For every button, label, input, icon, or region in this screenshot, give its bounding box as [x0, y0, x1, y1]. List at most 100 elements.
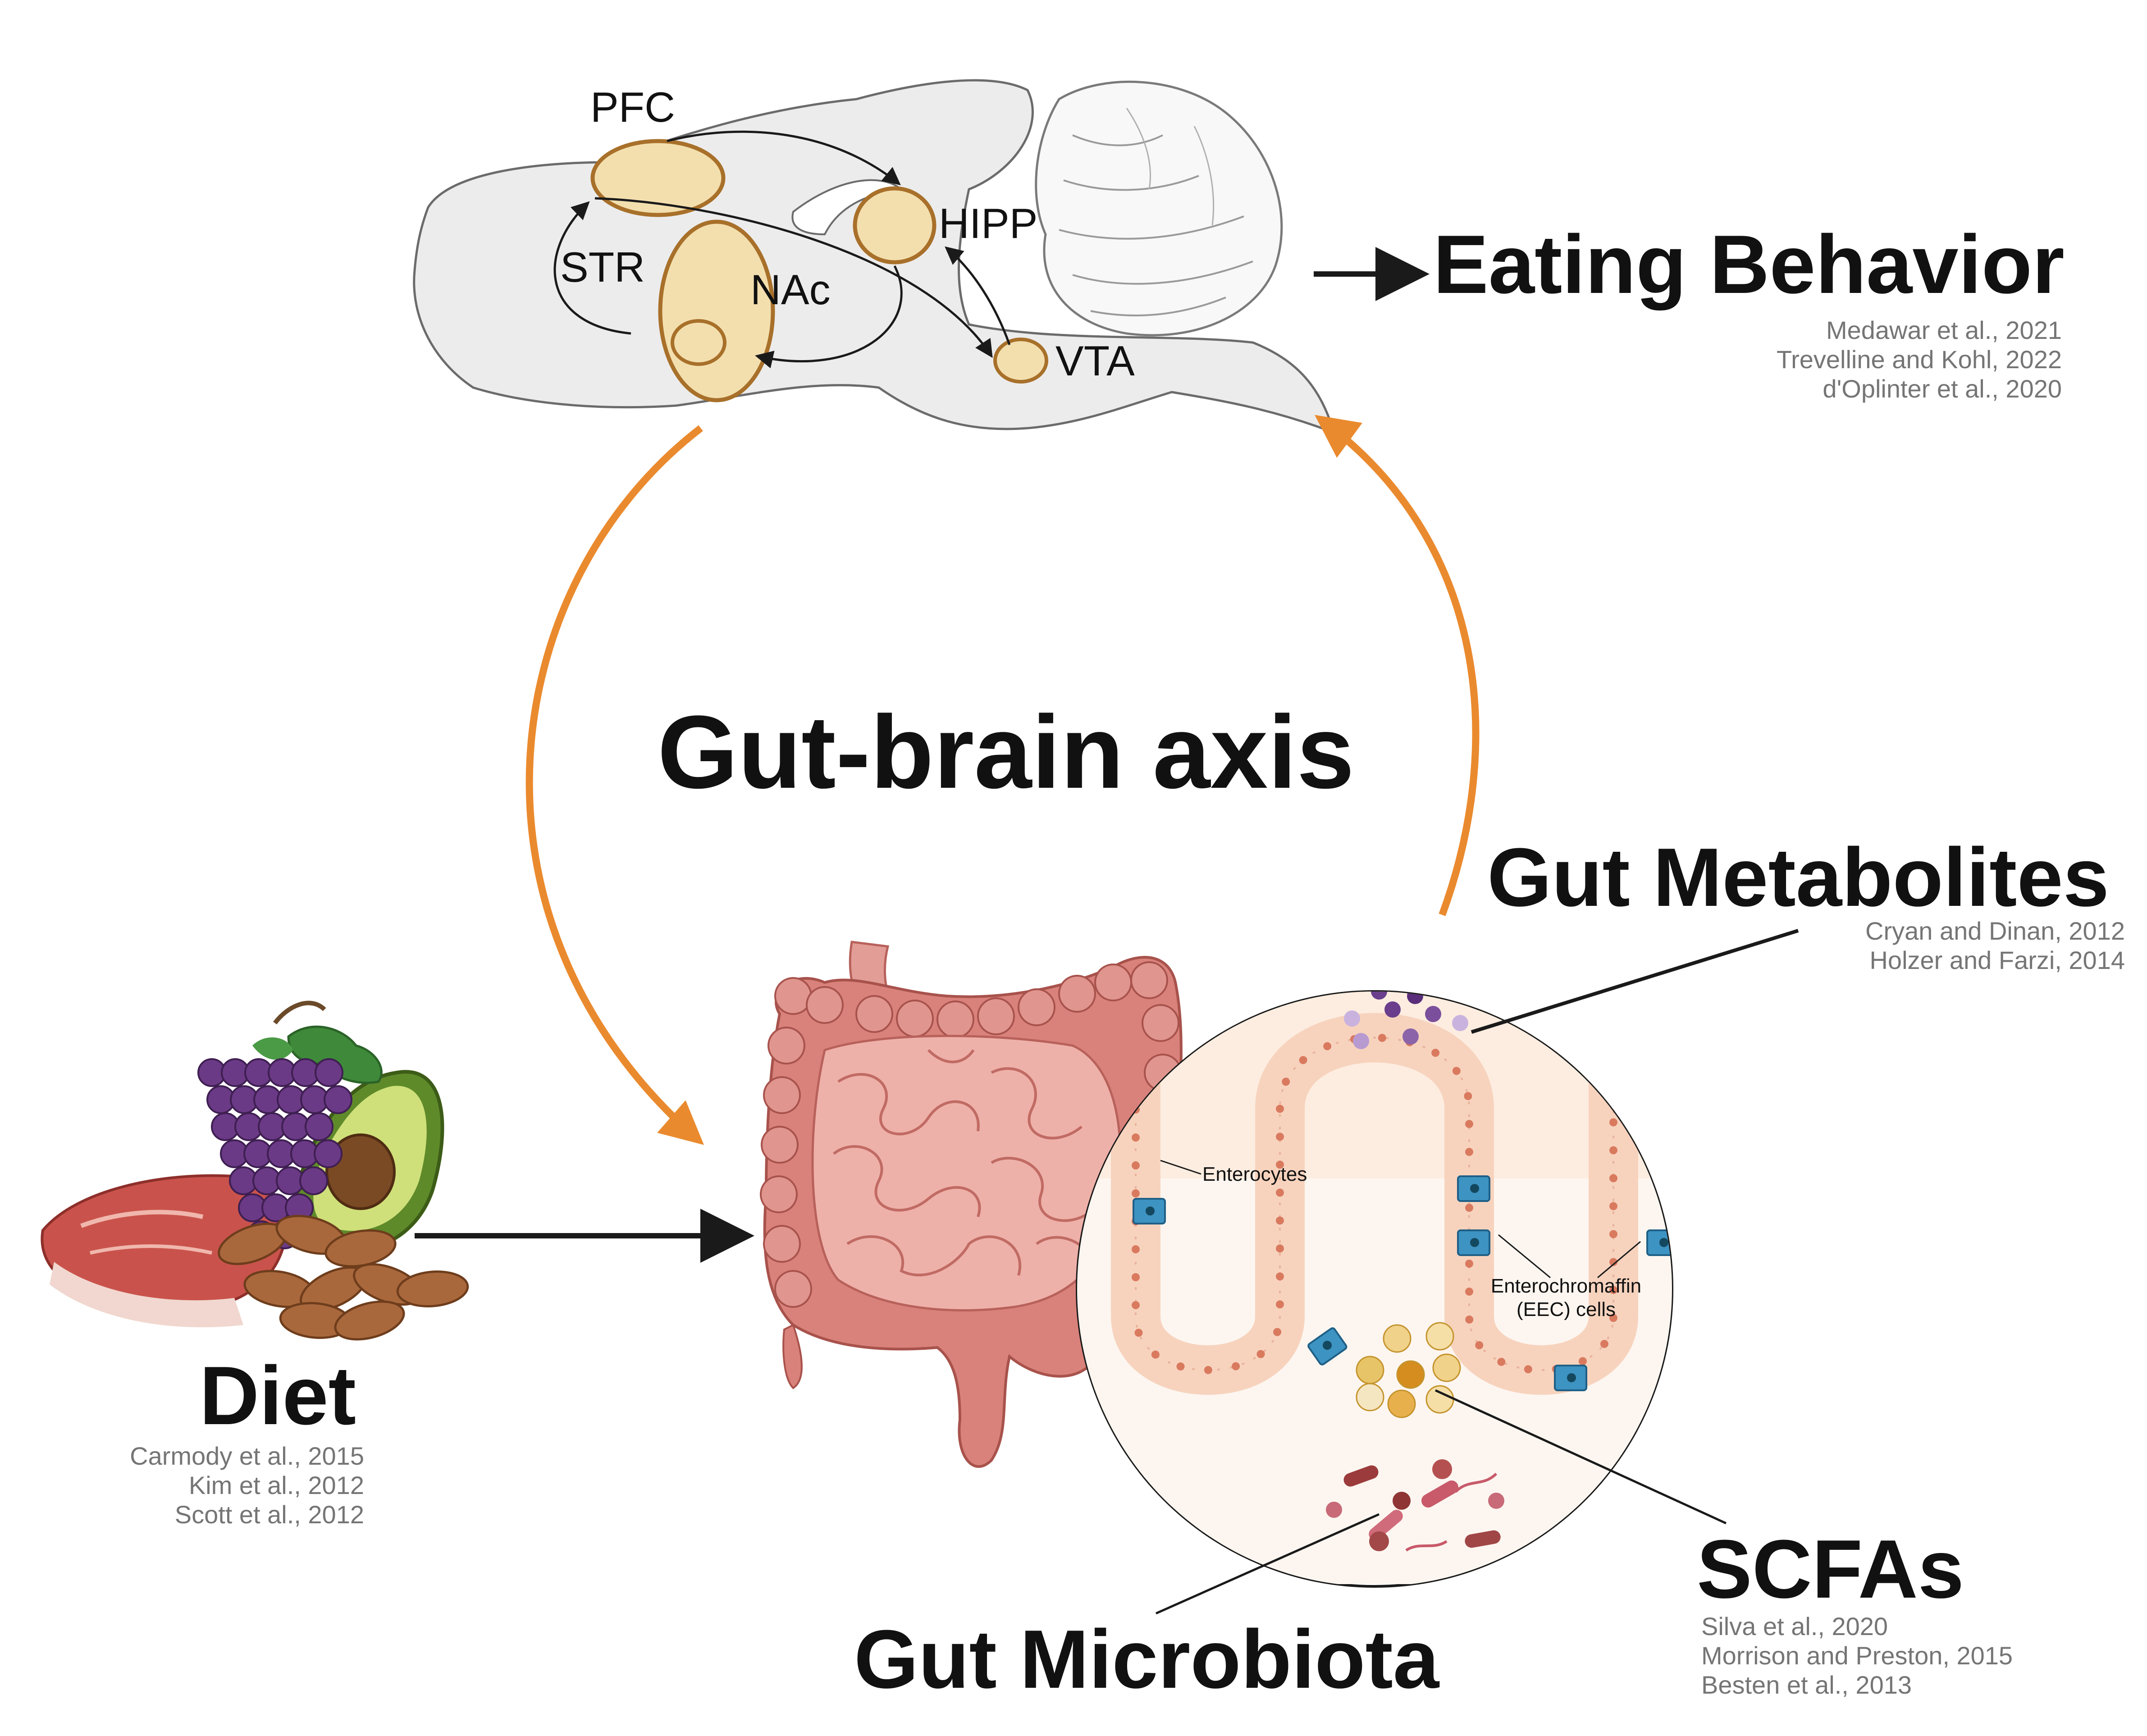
grape [314, 1139, 343, 1168]
almond [334, 1300, 405, 1341]
scfa-sphere [1425, 1322, 1454, 1351]
grape [299, 1166, 328, 1195]
nac-core-region [671, 319, 726, 366]
nucleus [1256, 1350, 1265, 1358]
nucleus [1465, 1119, 1473, 1128]
nucleus [1176, 1362, 1185, 1371]
nucleus [1524, 1365, 1532, 1374]
nucleus [1609, 1286, 1617, 1294]
nucleus [1299, 1056, 1307, 1064]
vta-region [993, 338, 1048, 384]
scfa-sphere [1396, 1360, 1425, 1389]
nucleus [1600, 1340, 1608, 1348]
metabolite-particles [1330, 938, 1468, 1049]
microbiota-cluster [1326, 1459, 1504, 1552]
eec-label-line1: Enterochromaffin [1491, 1275, 1641, 1297]
nucleus [1132, 1189, 1140, 1197]
nucleus [1609, 1258, 1617, 1266]
hipp-region [853, 186, 936, 265]
metabolite [1357, 938, 1374, 955]
nucleus [1232, 1362, 1240, 1371]
eating-behavior-citation: Medawar et al., 2021 [1826, 316, 2062, 344]
enterocytes-label: Enterocytes [1202, 1163, 1307, 1185]
gut-to-brain-arrow [1315, 415, 1480, 916]
eec-label-line2: (EEC) cells [1517, 1298, 1616, 1320]
nucleus [1276, 1244, 1284, 1253]
cerebellum [1035, 80, 1283, 337]
gut-metabolites-citation: Cryan and Dinan, 2012 [1865, 917, 2125, 945]
metabolite [1344, 1010, 1360, 1027]
scfa-sphere [1383, 1324, 1412, 1353]
nucleus [1276, 1105, 1284, 1113]
nucleus [1132, 1301, 1140, 1309]
brain-illustration: PFC STR NAc HIPP VTA [413, 79, 1336, 435]
scfa-particles [1356, 1322, 1461, 1418]
metabolite [1452, 1015, 1468, 1031]
nucleus [1276, 1216, 1284, 1225]
vta-label: VTA [1055, 337, 1135, 384]
scfa-sphere [1425, 1385, 1454, 1414]
str-label: STR [560, 243, 645, 291]
microbiota-pointer [1155, 1513, 1380, 1615]
nucleus [1132, 1273, 1140, 1281]
nucleus [1609, 1230, 1617, 1238]
nucleus [1475, 1341, 1484, 1349]
grape [305, 1112, 333, 1141]
metabolite [1443, 991, 1459, 995]
metabolite [1425, 1006, 1441, 1022]
diet-citation: Carmody et al., 2015 [130, 1442, 364, 1470]
metabolite [1389, 956, 1405, 973]
scfas-citation: Morrison and Preston, 2015 [1701, 1641, 2013, 1670]
scfa-pointer [1434, 1389, 1727, 1525]
eating-behavior-label: Eating Behavior [1433, 218, 2065, 311]
nucleus [1609, 1202, 1617, 1211]
pfc-region [590, 139, 726, 217]
eating-behavior-citation: Trevelline and Kohl, 2022 [1777, 345, 2062, 374]
nucleus [1609, 1314, 1617, 1322]
nucleus [1276, 1188, 1284, 1197]
nucleus [1465, 1287, 1473, 1296]
scfa-sphere [1432, 1353, 1461, 1382]
nucleus [1276, 1272, 1284, 1281]
nucleus [1151, 1350, 1160, 1359]
diet-illustration [41, 1000, 469, 1341]
nucleus [1204, 1366, 1212, 1374]
nucleus [1609, 1118, 1617, 1127]
gut-metabolites-citation: Holzer and Farzi, 2014 [1869, 946, 2125, 974]
scfas-citation: Besten et al., 2013 [1701, 1671, 1912, 1699]
diet-citation: Scott et al., 2012 [175, 1500, 364, 1529]
nucleus [1132, 1133, 1140, 1142]
intestine-illustration [760, 941, 1183, 1468]
nucleus [1323, 1042, 1332, 1051]
nucleus [1497, 1357, 1506, 1366]
metabolite [1402, 1028, 1419, 1045]
nucleus [1465, 1315, 1474, 1324]
almond-pile [218, 1215, 469, 1341]
nucleus [1276, 1160, 1284, 1169]
brain-circuit-arrows [553, 130, 1011, 369]
grape [315, 1058, 343, 1087]
scfas-citation: Silva et al., 2020 [1701, 1612, 1888, 1640]
nucleus [1132, 1245, 1140, 1253]
gut-metabolites-label: Gut Metabolites [1487, 831, 2109, 923]
grape [324, 1085, 352, 1114]
nucleus [1465, 1259, 1473, 1268]
nucleus [1465, 1147, 1473, 1156]
gut-microbiota-label: Gut Microbiota [854, 1613, 1440, 1705]
nucleus [1276, 1133, 1284, 1141]
hipp-label: HIPP [939, 200, 1037, 247]
diet-citation: Kim et al., 2012 [189, 1471, 364, 1499]
nucleus [1609, 1174, 1617, 1183]
nucleus [1273, 1328, 1282, 1336]
metabolite [1330, 970, 1347, 986]
nucleus [1282, 1078, 1290, 1086]
diet-label: Diet [199, 1349, 356, 1442]
metabolites-pointer [1471, 929, 1799, 1034]
metabolite [1371, 991, 1387, 1000]
nac-label: NAc [750, 266, 831, 313]
grape-cluster [197, 1058, 352, 1249]
scfa-sphere [1356, 1356, 1384, 1384]
metabolite [1353, 1033, 1369, 1049]
